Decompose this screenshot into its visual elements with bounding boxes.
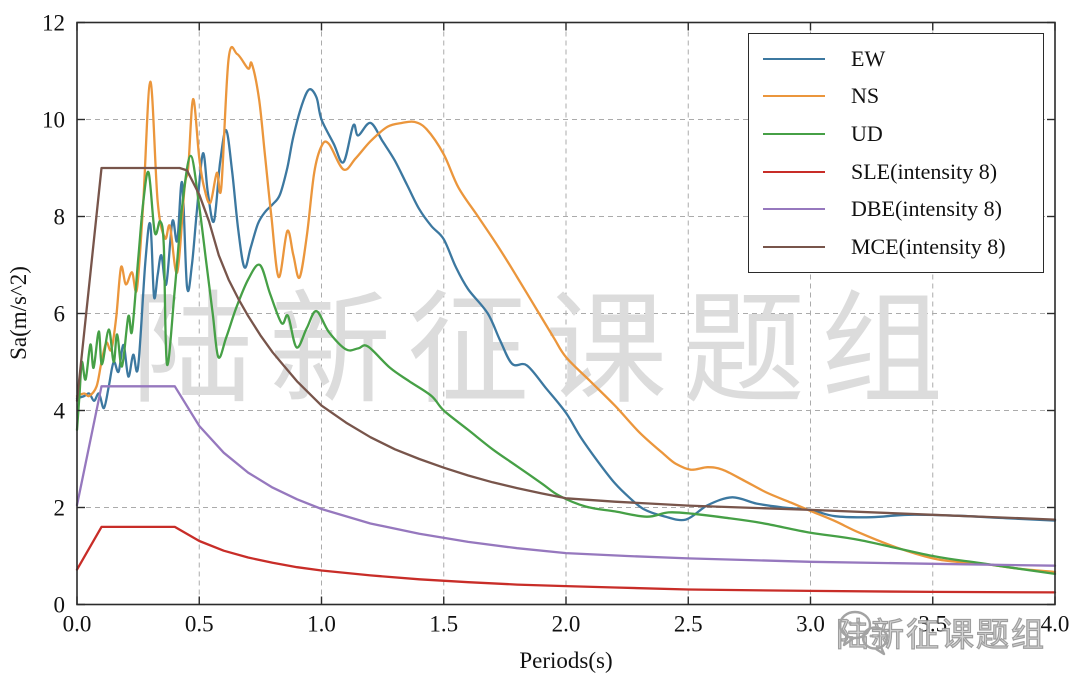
watermark-center-text: 陆新征课题组 (131, 284, 959, 419)
x-tick-label: 0.0 (63, 612, 92, 637)
x-tick-label: 1.0 (307, 612, 336, 637)
series-line-SLE(intensity 8) (75, 525, 1057, 594)
x-tick-label: 3.0 (796, 612, 825, 637)
series-line-EW (75, 88, 1057, 522)
y-tick-label: 10 (42, 108, 65, 133)
legend-label: DBE(intensity 8) (851, 196, 1002, 222)
legend-item: EW (749, 41, 1043, 77)
y-tick-label: 8 (54, 205, 66, 230)
series-line-UD (75, 154, 1057, 576)
y-tick-label: 2 (54, 496, 66, 521)
series-line-NS (75, 45, 1057, 574)
legend-label: SLE(intensity 8) (851, 158, 998, 184)
legend-item: NS (749, 78, 1043, 114)
tick-labels: 0.0 0.5 1.0 1.5 2.0 2.5 3.0 3.5 4.0 0 2 4 6 8 10 12 (42, 11, 1069, 637)
legend-label: EW (851, 45, 886, 71)
legend-line-swatch (763, 57, 825, 60)
x-tick-label: 3.5 (918, 612, 947, 637)
series-line-DBE(intensity 8) (75, 385, 1057, 567)
legend-label: MCE(intensity 8) (851, 234, 1006, 260)
x-tick-label: 1.5 (429, 612, 458, 637)
legend-item: MCE(intensity 8) (749, 229, 1043, 265)
legend-label: UD (851, 121, 883, 147)
x-tick-label: 2.5 (674, 612, 703, 637)
legend-item: DBE(intensity 8) (749, 191, 1043, 227)
x-tick-label: 4.0 (1041, 612, 1070, 637)
legend-line-swatch (763, 246, 825, 249)
axes-frame (76, 21, 1056, 606)
legend-line-swatch (763, 208, 825, 211)
legend: EW NS UD SLE(intensity 8) DBE(intensity … (748, 33, 1044, 273)
y-tick-label: 12 (42, 11, 65, 36)
legend-label: NS (851, 83, 880, 109)
y-axis-label: Sa(m/s^2) (6, 266, 31, 360)
y-tick-label: 6 (54, 302, 66, 327)
x-axis-label: Periods(s) (519, 648, 612, 673)
legend-line-swatch (763, 95, 825, 98)
x-tick-label: 0.5 (185, 612, 214, 637)
x-tick-label: 2.0 (552, 612, 581, 637)
series-line-MCE(intensity 8) (75, 166, 1057, 521)
legend-item: UD (749, 116, 1043, 152)
legend-line-swatch (763, 170, 825, 173)
y-tick-label: 4 (54, 399, 66, 424)
legend-line-swatch (763, 133, 825, 136)
y-tick-label: 0 (54, 593, 66, 618)
legend-item: SLE(intensity 8) (749, 154, 1043, 190)
data-curves (75, 45, 1057, 594)
